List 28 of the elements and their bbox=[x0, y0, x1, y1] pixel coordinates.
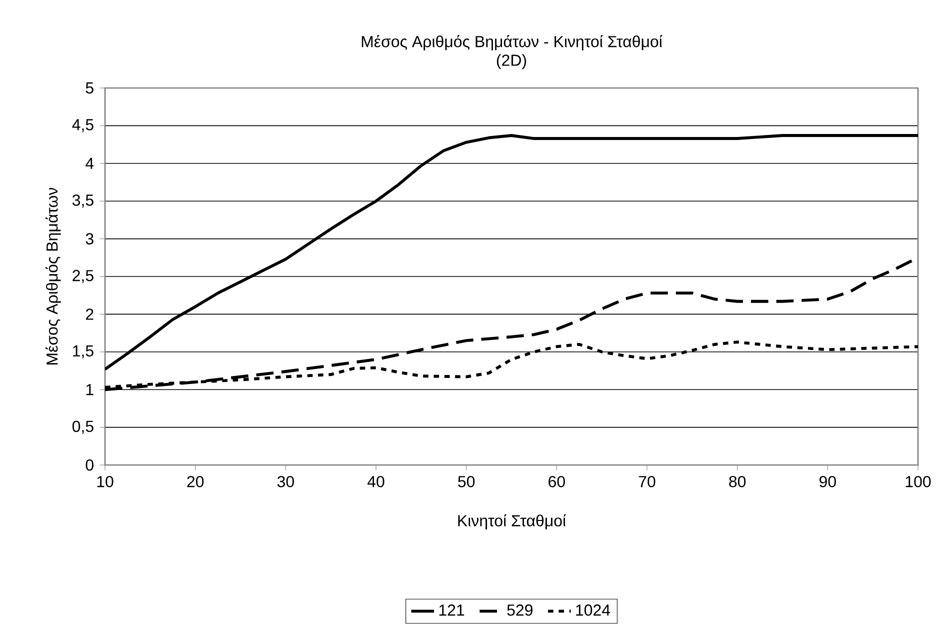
x-tick-label: 10 bbox=[97, 476, 114, 488]
legend-label: 529 bbox=[507, 604, 532, 616]
legend-label: 1024 bbox=[576, 604, 610, 616]
y-tick-label: 2,5 bbox=[72, 270, 94, 284]
y-tick-label: 0 bbox=[86, 459, 94, 471]
x-tick-label: 100 bbox=[906, 476, 931, 488]
x-tick-label: 80 bbox=[729, 476, 746, 488]
y-axis-title: Μέσος Αριθμός Βημάτων bbox=[46, 188, 61, 364]
y-tick-label: 5 bbox=[86, 82, 94, 94]
x-tick-label: 30 bbox=[277, 476, 294, 488]
x-tick-label: 50 bbox=[458, 476, 475, 488]
y-tick-label: 1,5 bbox=[73, 345, 94, 358]
chart-title: Μέσος Αριθμός Βημάτων - Κινητοί Σταθμοί bbox=[362, 35, 662, 50]
y-tick-label: 2 bbox=[86, 308, 94, 320]
x-tick-label: 20 bbox=[187, 476, 204, 488]
x-axis-title: Κινητοί Σταθμοί bbox=[458, 514, 566, 530]
y-tick-label: 3 bbox=[86, 233, 94, 244]
chart-subtitle: (2D) bbox=[496, 54, 526, 70]
y-tick-label: 4,5 bbox=[72, 119, 94, 132]
y-tick-label: 3,5 bbox=[72, 194, 94, 208]
y-tick-label: 4 bbox=[86, 158, 94, 169]
x-tick-label: 40 bbox=[367, 476, 384, 488]
y-tick-label: 1 bbox=[86, 384, 94, 396]
x-tick-label: 90 bbox=[820, 476, 836, 488]
y-tick-label: 0,5 bbox=[72, 420, 94, 434]
legend-label: 121 bbox=[439, 604, 464, 616]
x-tick-label: 70 bbox=[638, 476, 656, 488]
x-tick-label: 60 bbox=[548, 476, 565, 488]
